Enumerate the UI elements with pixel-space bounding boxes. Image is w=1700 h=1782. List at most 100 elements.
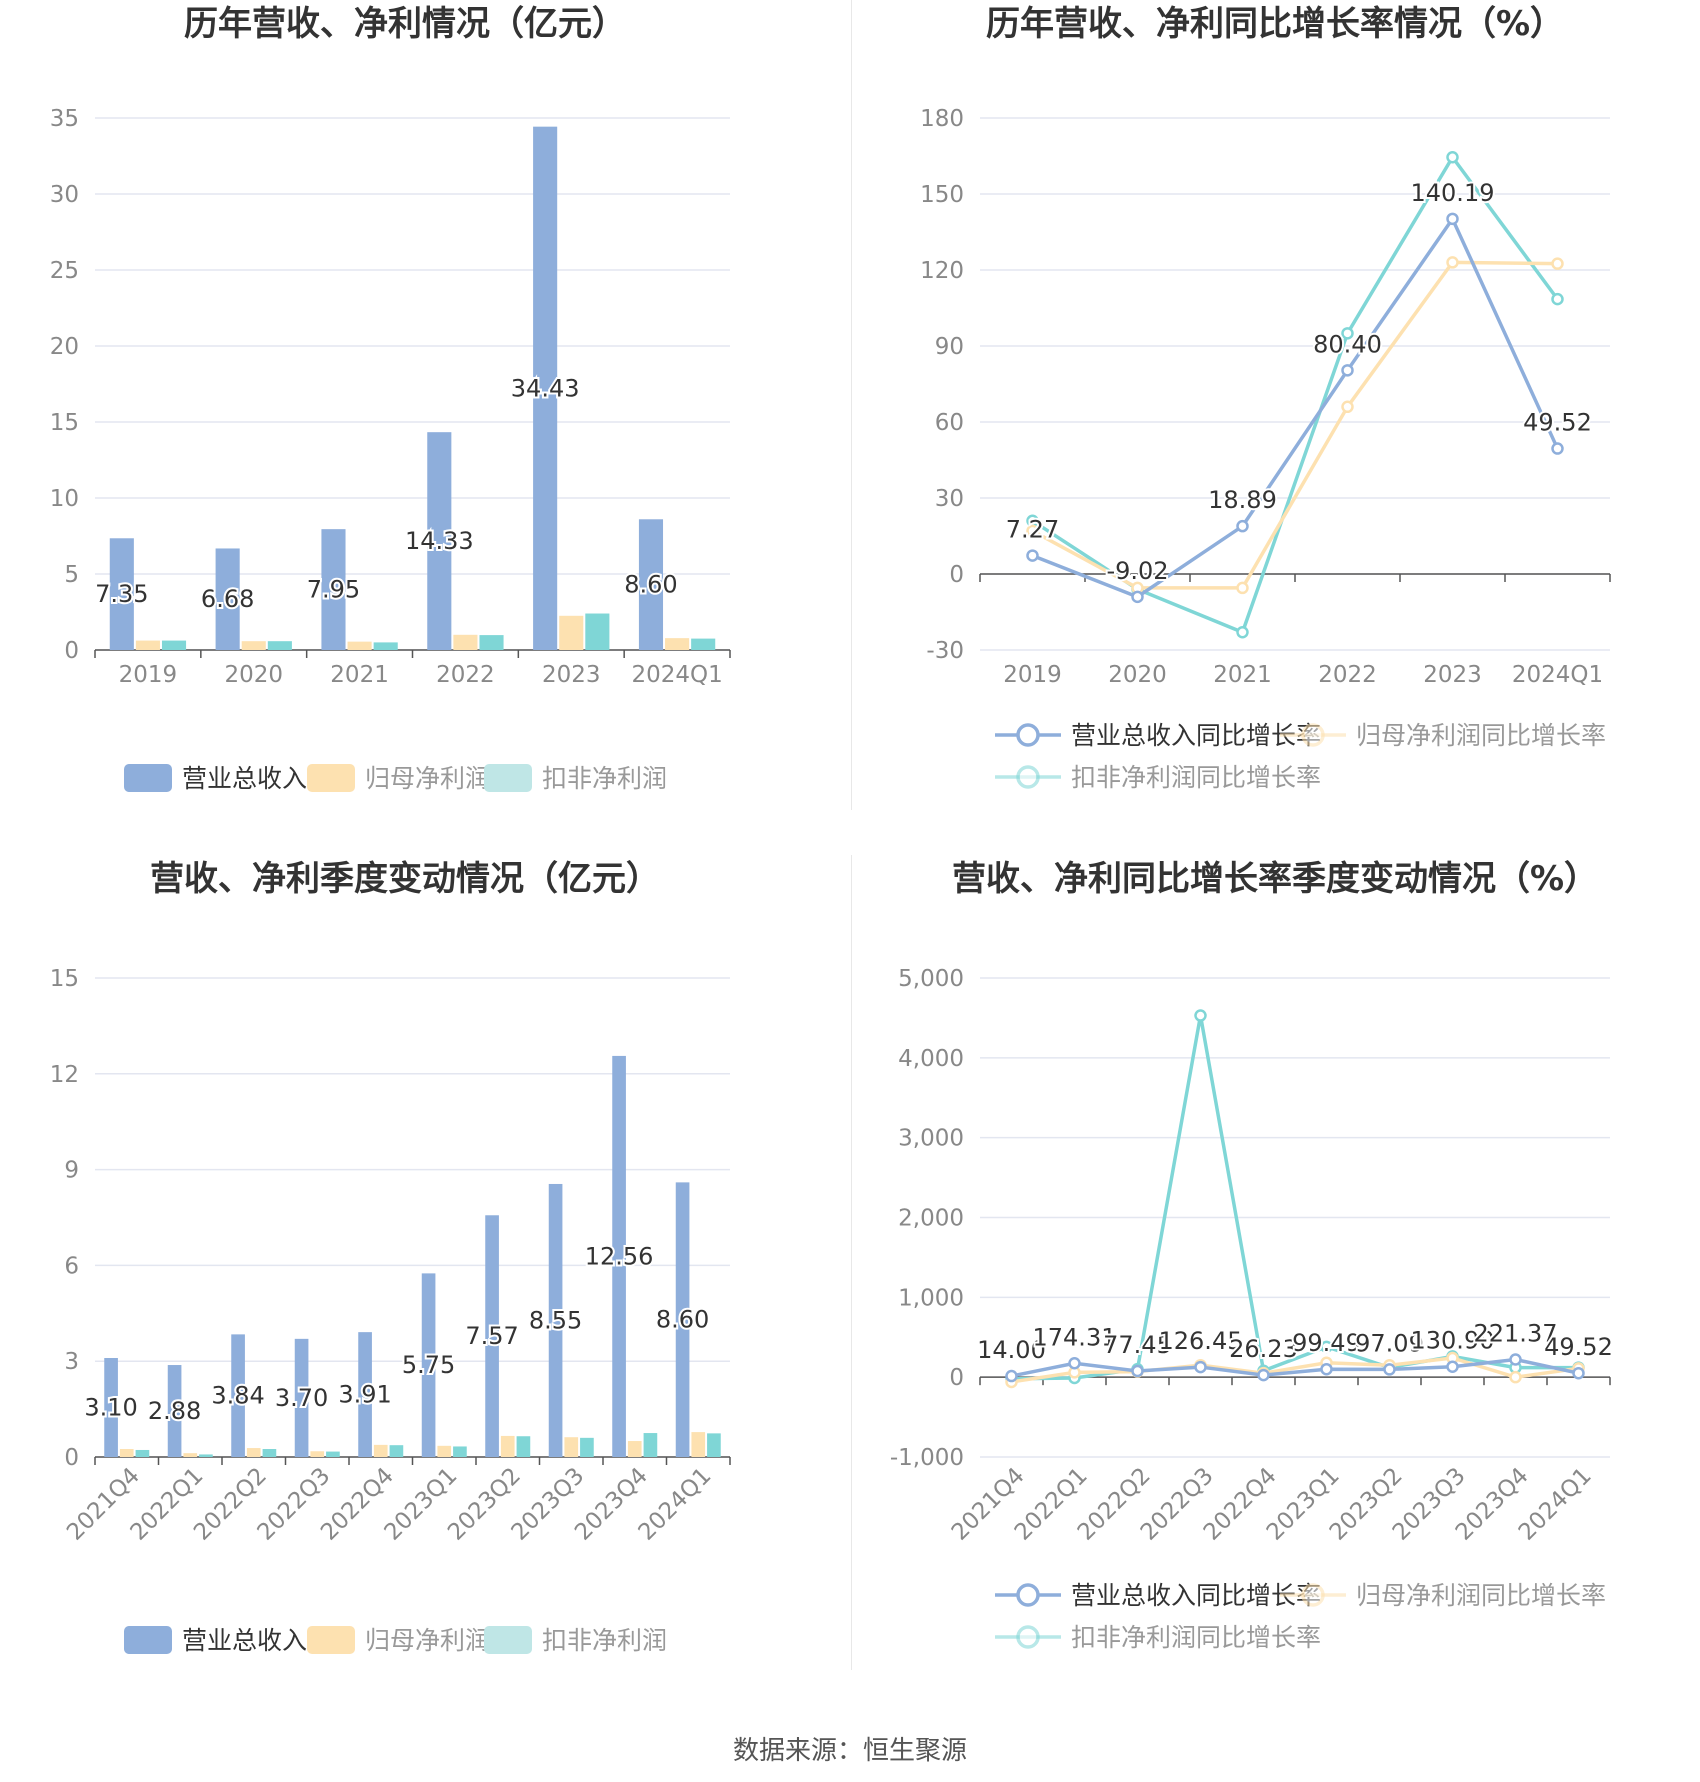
bar-revenue: [167, 1365, 182, 1457]
data-point: [1236, 626, 1249, 639]
data-point: [1320, 1362, 1333, 1376]
bar-net-profit: [119, 1449, 134, 1457]
series-line: [1031, 215, 1560, 599]
bar-revenue: [427, 432, 452, 650]
data-label: 49.52: [1544, 1333, 1613, 1361]
data-label: 77.45: [1103, 1331, 1172, 1359]
data-point: [1551, 292, 1564, 306]
annual-amount-chart: 历年营收、净利情况（亿元） 0 5 10 15 20 25 30 35 2019 2020 2021 2…: [50, 4, 731, 793]
bar-revenue: [421, 1273, 436, 1457]
bar-deducted-profit: [585, 613, 610, 650]
chart-title: 历年营收、净利同比增长率情况（%）: [986, 4, 1564, 44]
quarterly-amount-panel: 营收、净利季度变动情况（亿元） 0 3 6 9 12 15 2021Q4 2022Q1 2022Q…: [0, 860, 850, 1715]
data-point: [1320, 1340, 1333, 1354]
series-line: [1011, 1357, 1579, 1378]
data-point: [1509, 1370, 1522, 1384]
vertical-divider-top: [851, 0, 852, 810]
data-point: [1068, 1357, 1081, 1370]
bar-deducted-profit: [643, 1433, 658, 1457]
data-label: 80.40: [1313, 330, 1382, 358]
x-tick-label: 2020: [1108, 662, 1167, 688]
legend-label: 归母净利润同比增长率: [1356, 1581, 1606, 1610]
data-point: [1341, 327, 1354, 340]
y-tick-label: 2,000: [898, 1206, 964, 1232]
data-point: [1446, 212, 1459, 226]
quarterly-amount-chart: 营收、净利季度变动情况（亿元）036912152021Q42022Q12022Q…: [50, 860, 731, 1655]
data-label: 8.60: [624, 571, 677, 599]
bar-revenue: [294, 1338, 309, 1457]
data-label: 8.60: [656, 1306, 709, 1334]
data-label: 140.19: [1411, 179, 1495, 207]
data-label: 6.68: [201, 585, 254, 613]
y-tick-label: 0: [64, 638, 79, 664]
bar-net-profit: [437, 1445, 452, 1457]
y-tick-label: 150: [920, 182, 964, 208]
data-point: [1026, 524, 1039, 538]
y-tick-label: 6: [64, 1253, 79, 1279]
data-label: 126.45: [1159, 1327, 1243, 1355]
y-tick-label: 60: [935, 410, 964, 436]
data-label: 7.57: [465, 1322, 518, 1350]
legend-label: 营业总收入同比增长率: [1071, 721, 1321, 750]
legend-swatch: [484, 1626, 532, 1654]
bar-net-profit: [564, 1437, 579, 1457]
legend-swatch: [484, 764, 532, 792]
data-label: 99.49: [1292, 1329, 1361, 1357]
y-tick-label: 30: [50, 182, 79, 208]
legend-marker: [1016, 765, 1040, 789]
y-tick-label: 10: [50, 486, 79, 512]
legend-label: 扣非净利润同比增长率: [1071, 763, 1321, 792]
y-tick-label: 4,000: [898, 1046, 964, 1072]
bar-deducted-profit: [262, 1449, 277, 1457]
x-tick-label: 2021: [1213, 662, 1272, 688]
data-point: [1236, 519, 1249, 533]
data-label: 3.70: [275, 1384, 328, 1412]
annual-growth-panel: 历年营收、净利同比增长率情况（%） -30 0 30 60 90 120 150 180 2019…: [850, 0, 1700, 855]
y-tick-label: 0: [64, 1445, 79, 1471]
data-source: 数据来源：恒生聚源: [732, 1736, 967, 1766]
annual-growth-chart: 历年营收、净利同比增长率情况（%） -30 0 30 60 90 120 150 180 2019…: [920, 4, 1611, 792]
chart-title: 营收、净利同比增长率季度变动情况（%）: [952, 860, 1598, 899]
y-tick-label: -30: [926, 638, 964, 664]
data-point: [1194, 1360, 1207, 1374]
y-tick-label: 120: [920, 258, 964, 284]
data-point: [1509, 1353, 1522, 1366]
data-point: [1446, 1360, 1459, 1373]
y-tick-label: 0: [949, 1365, 964, 1391]
quarterly-growth-panel: 营收、净利同比增长率季度变动情况（%） -1,000 0 1,000 2,000 3,00…: [850, 860, 1700, 1715]
legend-marker: [1016, 1583, 1040, 1607]
legend-swatch: [307, 1626, 355, 1654]
data-point: [1383, 1363, 1396, 1376]
bar-net-profit: [241, 641, 266, 650]
bar-deducted-profit: [373, 642, 398, 650]
chart-title: 营收、净利季度变动情况（亿元）: [150, 860, 660, 899]
bar-deducted-profit: [326, 1451, 340, 1457]
data-point: [1341, 400, 1354, 414]
bar-revenue: [548, 1183, 563, 1457]
bar-net-profit: [246, 1448, 261, 1457]
bar-net-profit: [627, 1441, 642, 1457]
bar-revenue: [321, 529, 346, 650]
data-label: 3.84: [211, 1382, 264, 1410]
data-label: 14.00: [977, 1336, 1046, 1364]
x-tick-label: 2020: [224, 662, 283, 688]
y-tick-label: 1,000: [898, 1285, 964, 1311]
legend-label: 扣非净利润同比增长率: [1071, 1623, 1321, 1652]
x-tick-label: 2019: [119, 662, 178, 688]
y-tick-label: -1,000: [890, 1445, 964, 1471]
bar-revenue: [358, 1332, 372, 1457]
bar-deducted-profit: [135, 1449, 150, 1457]
data-label: 3.10: [84, 1394, 137, 1422]
data-label: 18.89: [1208, 486, 1277, 514]
bar-revenue: [485, 1215, 499, 1457]
legend-label: 归母净利润同比增长率: [1356, 721, 1606, 750]
data-label: 34.43: [511, 374, 580, 402]
x-tick-label: 2021: [330, 662, 389, 688]
data-point: [1551, 442, 1564, 455]
bar-deducted-profit: [580, 1437, 594, 1457]
legend-label: 营业总收入: [182, 764, 307, 793]
bar-deducted-profit: [691, 638, 716, 650]
bar-net-profit: [310, 1451, 325, 1457]
series-line: [1011, 1356, 1579, 1384]
bar-deducted-profit: [267, 641, 292, 650]
